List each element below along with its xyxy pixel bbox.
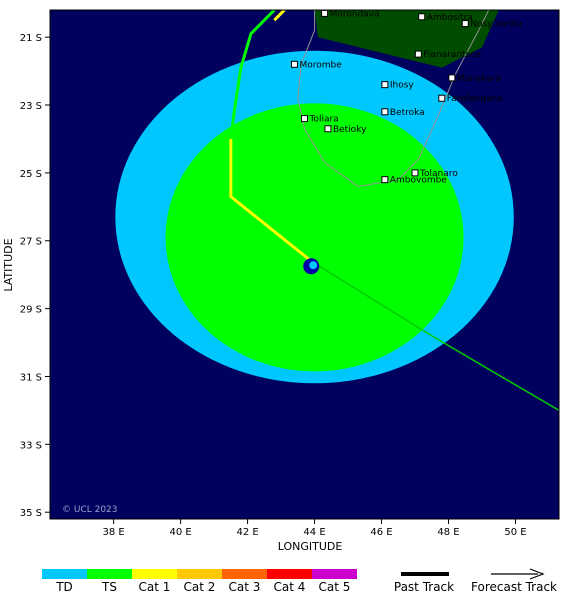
city-label: Ambovombe (390, 176, 447, 186)
wind-field-ts (165, 103, 464, 372)
city-marker-icon (301, 115, 308, 123)
arrow-right-icon (529, 568, 545, 580)
x-tick-label: 48 E (437, 527, 459, 538)
legend-swatch (312, 569, 357, 579)
past-track-segment (229, 10, 276, 140)
city-label: Tolanaro (419, 169, 458, 179)
city-label: Ihosy (390, 81, 415, 91)
city-label: Morombe (299, 60, 342, 70)
y-tick-label: 23 S (20, 101, 42, 112)
y-tick-label: 29 S (20, 305, 42, 316)
legend-swatch (177, 569, 222, 579)
legend-swatch (132, 569, 177, 579)
past-track-segment (229, 138, 313, 263)
legend-label: TS (101, 580, 117, 594)
legend-swatch (267, 569, 312, 579)
x-tick-label: 42 E (236, 527, 258, 538)
category-legend: TD TS Cat 1 Cat 2 Cat 3 Cat 4 Cat 5 (42, 569, 357, 594)
city-label: Betioky (333, 125, 367, 135)
city-label: Manakara (457, 74, 501, 84)
legend-label: Cat 2 (184, 580, 216, 594)
x-tick-label: 40 E (169, 527, 191, 538)
city-marker-icon (381, 176, 389, 184)
city-marker-icon (290, 60, 298, 68)
storm-eye-icon (309, 261, 318, 270)
city-label: Toliara (309, 115, 339, 125)
y-tick-label: 33 S (20, 440, 42, 451)
legend-swatch (87, 569, 132, 579)
city-marker-icon (411, 169, 419, 177)
city-marker-icon (381, 108, 389, 116)
city-label: Ambositra (427, 13, 473, 23)
city-label: Farafangana (447, 94, 503, 104)
city-label: Fianarantsoa (423, 50, 481, 60)
y-tick-label: 27 S (20, 237, 42, 248)
x-tick-label: 44 E (303, 527, 325, 538)
forecast-track-legend: Forecast Track (471, 568, 557, 594)
x-tick-label: 50 E (504, 527, 526, 538)
city-marker-icon (324, 125, 332, 133)
x-tick-label: 38 E (103, 527, 125, 538)
city-marker-icon (321, 10, 329, 17)
legend-label: Cat 4 (274, 580, 306, 594)
past-track-segment (273, 10, 286, 22)
past-track-label: Past Track (394, 580, 454, 594)
city-marker-icon (448, 74, 456, 82)
y-tick-label: 21 S (20, 33, 42, 44)
y-tick-label: 31 S (20, 372, 42, 383)
legend-swatch (42, 569, 87, 579)
forecast-track-label: Forecast Track (471, 580, 557, 594)
legend-swatch (222, 569, 267, 579)
city-label: Nosy-Varika (470, 20, 523, 30)
legend-label: Cat 5 (319, 580, 351, 594)
city-label: Betroka (390, 108, 425, 118)
past-track-legend: Past Track (394, 572, 454, 594)
city-marker-icon (414, 50, 422, 58)
city-marker-icon (461, 20, 469, 28)
city-marker-icon (418, 13, 426, 21)
land-mass (314, 10, 499, 68)
y-tick-label: 35 S (20, 508, 42, 519)
map-frame (49, 9, 560, 520)
y-axis-title: LATITUDE (2, 238, 15, 291)
city-marker-icon (438, 94, 446, 102)
legend-label: TD (55, 580, 73, 594)
y-tick-label: 25 S (20, 169, 42, 180)
forecast-track-line (310, 260, 559, 412)
legend-label: Cat 1 (139, 580, 171, 594)
city-marker-icon (381, 81, 389, 89)
map-axes: 38 E 40 E 42 E 44 E 46 E 48 E 50 E 21 S 23 S 25 S… (20, 33, 527, 538)
copyright-notice: © UCL 2023 (62, 505, 118, 515)
city-label: Morondava (330, 9, 380, 19)
x-tick-label: 46 E (370, 527, 392, 538)
x-axis-title: LONGITUDE (278, 540, 343, 553)
legend-label: Cat 3 (229, 580, 261, 594)
